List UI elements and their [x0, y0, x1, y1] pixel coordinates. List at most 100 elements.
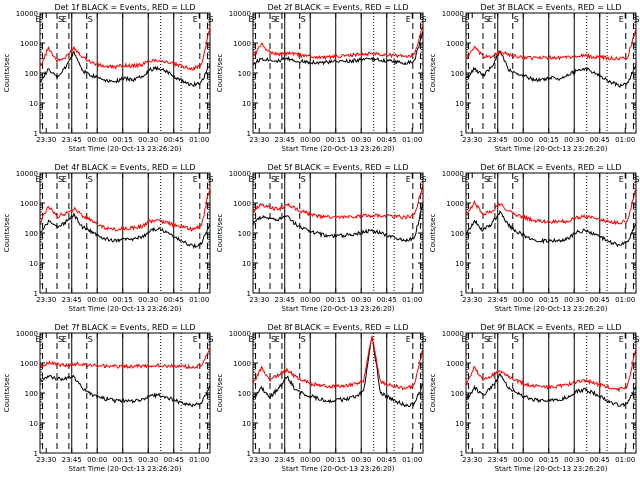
series-line-events — [465, 372, 637, 408]
y-tick-label: 100 — [238, 230, 251, 238]
y-tick-label: 1000 — [446, 40, 464, 48]
x-tick-label: 00:30 — [351, 456, 371, 464]
y-tick-label: 10 — [242, 100, 251, 108]
event-marker-label: E — [619, 15, 624, 24]
event-marker-label: S — [484, 335, 489, 344]
x-tick-label: 00:45 — [590, 296, 610, 304]
series-line-lld — [465, 28, 637, 62]
chart-panel-6: Det 6f BLACK = Events, RED = LLD 1 10 100 10… — [429, 163, 640, 313]
x-tick-label: 00:45 — [590, 456, 610, 464]
event-marker-label: E — [406, 175, 411, 184]
x-axis-label: Start Time (20-Oct-13 23:26:20) — [282, 145, 395, 153]
x-tick-label: 23:45 — [488, 456, 508, 464]
event-marker-label: E — [462, 335, 467, 344]
chart-panel-7: Det 7f BLACK = Events, RED = LLD 1 10 100 10… — [3, 323, 214, 473]
x-tick-label: 01:00 — [615, 136, 635, 144]
x-tick-label: 00:45 — [164, 136, 184, 144]
x-tick-label: 01:00 — [615, 296, 635, 304]
x-tick-label: 23:45 — [488, 136, 508, 144]
x-tick-label: 23:30 — [462, 296, 482, 304]
chart-title: Det 9f BLACK = Events, RED = LLD — [480, 323, 621, 332]
x-tick-label: 00:15 — [539, 296, 559, 304]
y-axis-label: Counts/sec — [216, 214, 224, 253]
x-tick-label: 00:15 — [326, 296, 346, 304]
event-marker-label: E — [488, 15, 493, 24]
x-tick-label: 00:45 — [377, 456, 397, 464]
event-marker-label: E — [275, 335, 280, 344]
event-marker-label: E — [488, 335, 493, 344]
y-tick-label: 1000 — [446, 200, 464, 208]
event-marker-label: S — [271, 15, 276, 24]
series-line-events — [465, 210, 637, 248]
chart-panel-1: Det 1f BLACK = Events, RED = LLD 1 10 100 10… — [3, 3, 214, 153]
y-tick-label: 1000 — [233, 360, 251, 368]
y-tick-label: 1000 — [446, 360, 464, 368]
x-tick-label: 01:00 — [402, 296, 422, 304]
chart-title: Det 8f BLACK = Events, RED = LLD — [267, 323, 408, 332]
y-tick-label: 10 — [455, 100, 464, 108]
event-marker-label: S — [271, 335, 276, 344]
event-marker-label: E — [36, 335, 41, 344]
y-tick-label: 100 — [25, 70, 38, 78]
plot-frame — [39, 332, 211, 454]
x-tick-label: 23:45 — [275, 296, 295, 304]
event-marker-label: E — [36, 175, 41, 184]
x-tick-label: 01:00 — [402, 456, 422, 464]
chart-panel-4: Det 4f BLACK = Events, RED = LLD 1 10 100 10… — [3, 163, 214, 313]
event-marker-label: S — [484, 175, 489, 184]
y-tick-label: 1 — [460, 130, 464, 138]
y-tick-label: 1 — [247, 130, 251, 138]
series-line-events — [39, 212, 211, 250]
x-tick-label: 23:30 — [462, 456, 482, 464]
x-tick-label: 00:30 — [351, 136, 371, 144]
event-marker-label: S — [58, 175, 63, 184]
series-line-lld — [39, 186, 211, 232]
x-axis-label: Start Time (20-Oct-13 23:26:20) — [69, 465, 182, 473]
y-tick-label: 100 — [451, 70, 464, 78]
chart-title: Det 4f BLACK = Events, RED = LLD — [54, 163, 195, 172]
x-tick-label: 01:00 — [615, 456, 635, 464]
series-line-lld — [465, 188, 637, 226]
event-marker-label: S — [208, 15, 213, 24]
x-tick-label: 00:00 — [513, 296, 533, 304]
event-marker-label: E — [193, 175, 198, 184]
event-marker-label: S — [301, 15, 306, 24]
x-tick-label: 23:30 — [36, 136, 56, 144]
x-tick-label: 00:45 — [590, 136, 610, 144]
x-tick-label: 23:30 — [462, 136, 482, 144]
plot-frame — [39, 172, 211, 294]
y-tick-label: 1 — [247, 450, 251, 458]
y-tick-label: 10000 — [229, 10, 251, 18]
y-tick-label: 100 — [238, 390, 251, 398]
x-tick-label: 23:30 — [36, 296, 56, 304]
x-tick-label: 23:45 — [62, 456, 82, 464]
y-tick-label: 10000 — [229, 170, 251, 178]
x-tick-label: 00:15 — [113, 136, 133, 144]
y-tick-label: 10 — [455, 260, 464, 268]
x-tick-label: 00:15 — [113, 296, 133, 304]
series-line-events — [252, 335, 424, 408]
x-tick-label: 00:30 — [564, 136, 584, 144]
event-marker-label: S — [514, 175, 519, 184]
event-marker-label: S — [88, 175, 93, 184]
x-tick-label: 01:00 — [402, 136, 422, 144]
x-tick-label: 00:45 — [377, 136, 397, 144]
x-tick-label: 00:00 — [87, 136, 107, 144]
series-line-lld — [465, 348, 637, 393]
chart-title: Det 5f BLACK = Events, RED = LLD — [267, 163, 408, 172]
x-tick-label: 00:45 — [164, 296, 184, 304]
plot-frame — [465, 172, 637, 294]
x-tick-label: 00:15 — [113, 456, 133, 464]
x-tick-label: 23:30 — [249, 456, 269, 464]
event-marker-label: S — [421, 335, 426, 344]
series-line-lld — [252, 335, 424, 391]
x-axis-label: Start Time (20-Oct-13 23:26:20) — [69, 145, 182, 153]
y-tick-label: 100 — [238, 70, 251, 78]
x-axis-label: Start Time (20-Oct-13 23:26:20) — [69, 305, 182, 313]
y-tick-label: 1 — [460, 290, 464, 298]
y-tick-label: 10000 — [16, 330, 38, 338]
plot-frame — [465, 12, 637, 134]
event-marker-label: S — [88, 15, 93, 24]
event-marker-label: E — [619, 175, 624, 184]
chart-panel-2: Det 2f BLACK = Events, RED = LLD 1 10 100 10… — [216, 3, 427, 153]
